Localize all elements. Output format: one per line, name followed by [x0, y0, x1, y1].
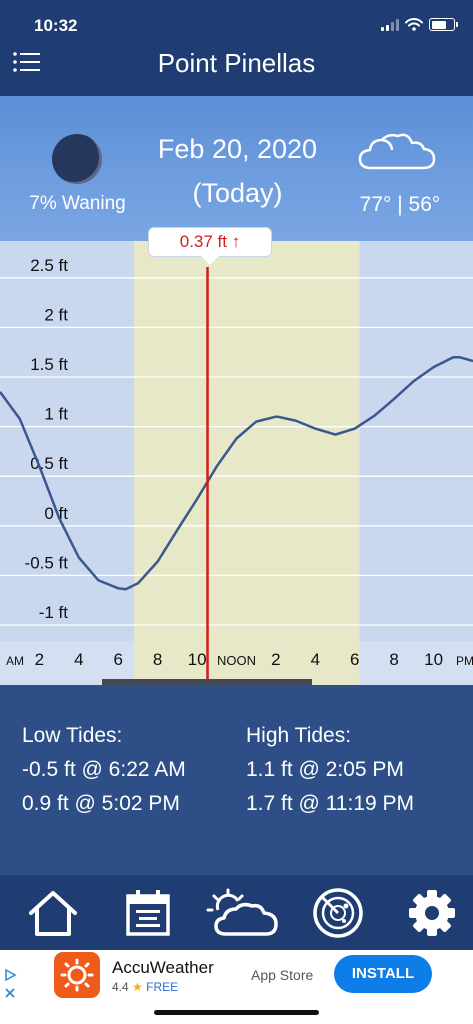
- status-time: 10:32: [34, 16, 78, 35]
- accuweather-logo: [54, 952, 100, 998]
- x-tick-label: 4: [311, 650, 320, 669]
- cloud-icon: [358, 133, 436, 170]
- page-title: Point Pinellas: [157, 48, 316, 78]
- home-indicator[interactable]: [154, 1010, 319, 1015]
- low-tides-column: Low Tides: -0.5 ft @ 6:22 AM 0.9 ft @ 5:…: [22, 719, 186, 821]
- ad-rating-value: 4.4: [112, 980, 129, 994]
- low-tide-1: -0.5 ft @ 6:22 AM: [22, 758, 186, 781]
- gear-icon: [409, 890, 455, 936]
- tide-chart[interactable]: 2.5 ft 2 ft 1.5 ft 1 ft 0.5 ft 0 ft -0.5 ft -1 …: [0, 227, 473, 685]
- x-tick-label: 10: [188, 650, 207, 669]
- ad-price: FREE: [146, 980, 179, 994]
- current-tide-value: 0.37 ft: [179, 232, 228, 251]
- nav-settings[interactable]: [404, 887, 460, 939]
- status-icons: [381, 18, 458, 31]
- y-tick-label: -1 ft: [39, 603, 69, 622]
- moon-phase-icon: [52, 134, 102, 184]
- y-tick-label: -0.5 ft: [25, 553, 69, 572]
- radar-icon: [313, 888, 363, 938]
- calendar-icon: [126, 890, 170, 936]
- y-tick-label: 2 ft: [44, 305, 68, 324]
- y-tick-label: 1.5 ft: [30, 355, 68, 374]
- rising-arrow-icon: ↑: [231, 232, 241, 251]
- status-bar: 10:32: [0, 0, 473, 44]
- today-label: (Today): [192, 178, 283, 208]
- x-tick-label: NOON: [217, 653, 256, 668]
- nav-radar[interactable]: [310, 887, 366, 939]
- x-tick-label: 8: [389, 650, 398, 669]
- header: Point Pinellas: [0, 44, 473, 96]
- x-tick-label: 6: [114, 650, 123, 669]
- day-info-panel: 7% Waning Feb 20, 2020 (Today) 77° | 56°: [0, 96, 473, 241]
- tides-panel: Low Tides: -0.5 ft @ 6:22 AM 0.9 ft @ 5:…: [0, 685, 473, 875]
- wifi-icon: [405, 18, 423, 31]
- bottom-nav: [0, 875, 473, 950]
- ad-banner[interactable]: AccuWeather 4.4 ★ FREE App Store INSTALL: [0, 950, 473, 1002]
- close-icon[interactable]: [3, 986, 17, 1000]
- x-tick-label: 8: [153, 650, 162, 669]
- menu-icon[interactable]: [12, 51, 42, 73]
- weather-icon: [206, 888, 278, 936]
- ad-rating: 4.4 ★ FREE: [112, 980, 178, 994]
- moon-phase-label: 7% Waning: [29, 193, 126, 214]
- low-tide-2: 0.9 ft @ 5:02 PM: [22, 792, 180, 815]
- high-tides-column: High Tides: 1.1 ft @ 2:05 PM 1.7 ft @ 11…: [246, 719, 414, 821]
- sun-icon: [60, 958, 94, 992]
- nav-weather[interactable]: [205, 887, 281, 939]
- ad-app-name: AccuWeather: [112, 958, 214, 977]
- date-label[interactable]: Feb 20, 2020: [157, 134, 318, 164]
- install-button[interactable]: INSTALL: [334, 955, 432, 993]
- daylight-band: [134, 241, 360, 685]
- high-tides-title: High Tides:: [246, 724, 352, 747]
- x-tick-label: 2: [271, 650, 280, 669]
- temperature-label: 77° | 56°: [359, 193, 441, 216]
- x-tick-label-am: AM: [6, 654, 24, 668]
- x-tick-label: 10: [424, 650, 443, 669]
- y-tick-label: 2.5 ft: [30, 256, 68, 275]
- x-tick-label-pm: PM: [456, 654, 473, 668]
- home-icon: [29, 891, 77, 936]
- nav-calendar[interactable]: [120, 887, 176, 939]
- chart-scroll-handle: [102, 679, 312, 685]
- x-tick-label: 4: [74, 650, 83, 669]
- star-icon: ★: [132, 980, 143, 994]
- low-tides-title: Low Tides:: [22, 724, 123, 747]
- cellular-signal-icon: [381, 18, 399, 31]
- tide-chart-svg: 2.5 ft2 ft1.5 ft1 ft0.5 ft0 ft-0.5 ft-1 …: [0, 241, 473, 685]
- x-tick-label: 6: [350, 650, 359, 669]
- tide-curve: [0, 355, 473, 591]
- y-tick-label: 1 ft: [44, 405, 68, 424]
- battery-icon: [429, 18, 458, 31]
- high-tide-2: 1.7 ft @ 11:19 PM: [246, 792, 415, 815]
- ad-choices-icon[interactable]: [3, 968, 17, 982]
- x-tick-label: 2: [35, 650, 44, 669]
- nav-home[interactable]: [25, 887, 81, 939]
- current-tide-callout: 0.37 ft ↑: [148, 227, 272, 265]
- ad-store-label: App Store: [251, 967, 314, 983]
- high-tide-1: 1.1 ft @ 2:05 PM: [246, 758, 404, 781]
